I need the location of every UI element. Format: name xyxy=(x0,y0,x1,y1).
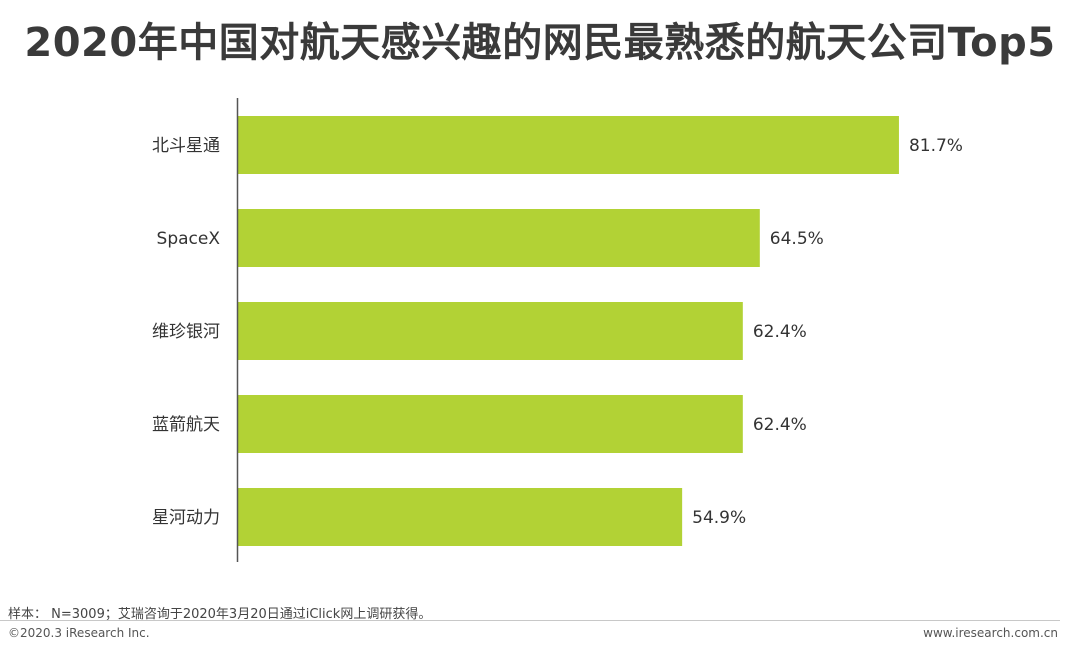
value-label: 62.4% xyxy=(753,415,807,435)
bar-4 xyxy=(238,395,743,453)
category-label: 星河动力 xyxy=(152,508,220,528)
value-label: 54.9% xyxy=(692,508,746,528)
category-label: SpaceX xyxy=(157,229,221,249)
value-label: 81.7% xyxy=(909,136,963,156)
category-label: 蓝箭航天 xyxy=(152,415,220,435)
value-label: 62.4% xyxy=(753,322,807,342)
footer-divider xyxy=(0,620,1060,621)
bar-2 xyxy=(238,209,760,267)
category-label: 维珍银河 xyxy=(152,322,220,342)
bars-layer: 北斗星通 81.7% SpaceX 64.5% 维珍银河 62.4% 蓝箭航天 62.4% 星河… xyxy=(152,116,963,546)
copyright-text: ©2020.3 iResearch Inc. xyxy=(8,626,150,640)
bar-5 xyxy=(238,488,683,546)
sample-note: 样本： N=3009；艾瑞咨询于2020年3月20日通过iClick网上调研获得… xyxy=(8,607,432,622)
category-label: 北斗星通 xyxy=(152,136,220,156)
website-link[interactable]: www.iresearch.com.cn xyxy=(923,626,1058,640)
bar-3 xyxy=(238,302,743,360)
chart-title: 2020年中国对航天感兴趣的网民最熟悉的航天公司Top5 xyxy=(24,20,1056,66)
bar-chart: 北斗星通 81.7% SpaceX 64.5% 维珍银河 62.4% 蓝箭航天 62.4% 星河… xyxy=(152,98,963,562)
bar-1 xyxy=(238,116,899,174)
value-label: 64.5% xyxy=(770,229,824,249)
